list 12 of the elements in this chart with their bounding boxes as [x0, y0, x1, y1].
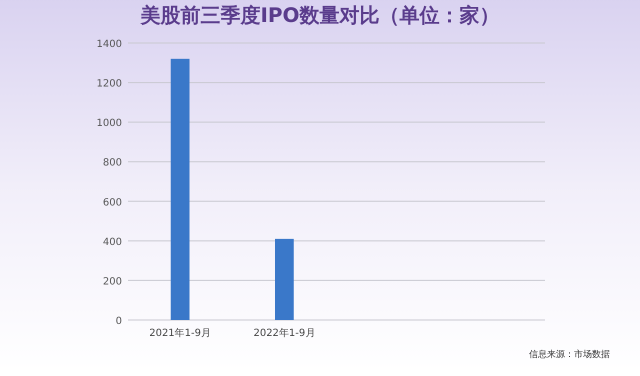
y-tick-label: 1400 — [96, 39, 122, 50]
x-tick-label: 2022年1-9月 — [253, 327, 316, 339]
x-tick-label: 2021年1-9月 — [149, 327, 212, 339]
y-tick-label: 0 — [116, 316, 122, 327]
y-tick-label: 400 — [102, 236, 122, 248]
y-tick-label: 1200 — [96, 78, 122, 90]
text: 信息来源：市场数据 — [529, 349, 610, 360]
y-tick-label: 800 — [102, 158, 122, 169]
y-tick-label: 1000 — [96, 118, 122, 130]
y-tick-label: 600 — [102, 197, 122, 208]
y-tick-label: 200 — [102, 276, 122, 288]
title: 美股前三季度IPO数量对比（单位：家） — [140, 3, 500, 27]
